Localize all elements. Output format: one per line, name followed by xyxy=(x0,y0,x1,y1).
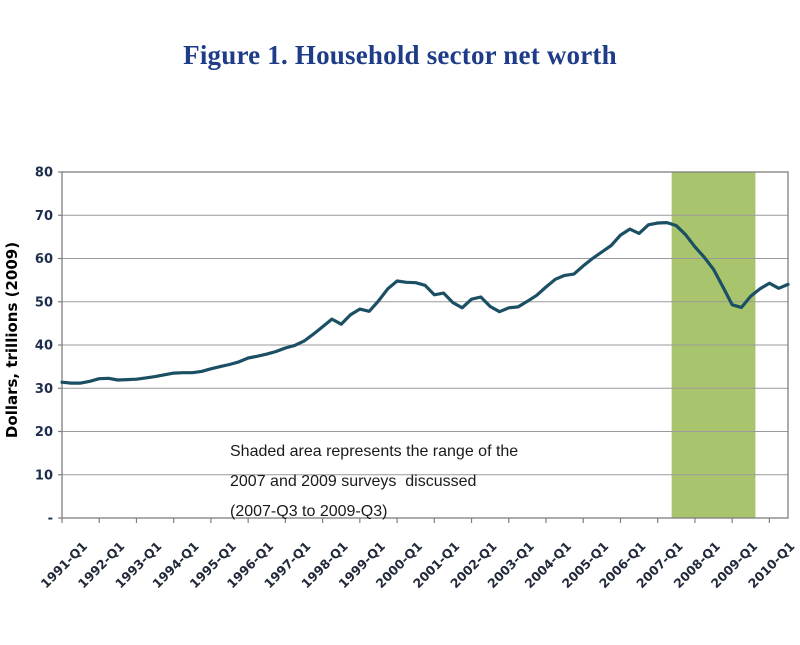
annotation-line-2: 2007 and 2009 surveys discussed xyxy=(230,473,476,490)
annotation-line-3: (2007-Q3 to 2009-Q3) xyxy=(230,503,387,520)
y-axis-tick-label: 50 xyxy=(35,295,53,310)
y-axis-tick-label: 30 xyxy=(35,382,53,397)
y-axis-tick-label: 60 xyxy=(35,252,53,267)
net-worth-line xyxy=(60,221,790,385)
figure-title: Figure 1. Household sector net worth xyxy=(183,40,617,70)
annotation-line-1: Shaded area represents the range of the xyxy=(230,443,518,460)
y-axis-title: Dollars, trillions (2009) xyxy=(3,242,21,438)
y-axis-tick-label: 40 xyxy=(35,339,53,354)
y-axis-tick-label: 10 xyxy=(35,468,53,483)
plot-area: -10203040506070801991-Q11992-Q11993-Q119… xyxy=(35,166,798,592)
y-axis-tick-label: 80 xyxy=(35,166,53,181)
y-axis-tick-label: - xyxy=(48,512,53,527)
annotation: Shaded area represents the range of the … xyxy=(230,443,518,520)
y-axis-tick-label: 20 xyxy=(35,425,53,440)
y-axis-tick-label: 70 xyxy=(35,209,53,224)
